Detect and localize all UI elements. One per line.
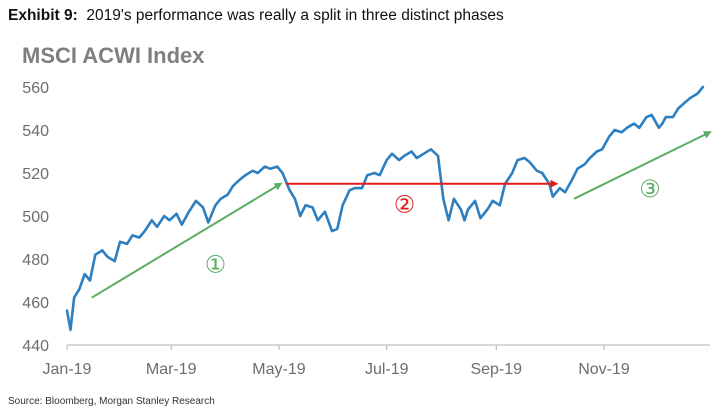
- x-tick-label: Mar-19: [146, 361, 197, 378]
- exhibit-text: 2019's performance was really a split in…: [86, 7, 504, 24]
- y-tick-label: 480: [22, 252, 49, 269]
- x-tick-label: Nov-19: [578, 361, 630, 378]
- phase-number-label: ①: [205, 250, 227, 278]
- exhibit-label: Exhibit 9:: [8, 7, 78, 24]
- phase-arrow: [91, 182, 283, 299]
- phase-number-label: ③: [639, 175, 661, 203]
- source-note: Source: Bloomberg, Morgan Stanley Resear…: [8, 396, 215, 407]
- y-tick-label: 560: [22, 80, 49, 97]
- y-axis: 440 460 480 500 520 540 560: [22, 80, 49, 355]
- x-axis: Jan-19 Mar-19 May-19 Jul-19 Sep-19 Nov-19: [43, 344, 710, 378]
- x-tick-label: Jul-19: [365, 361, 409, 378]
- index-series-line: [65, 85, 705, 332]
- phase-arrow: [573, 131, 712, 200]
- y-tick-label: 520: [22, 166, 49, 183]
- chart-title: MSCI ACWI Index: [22, 43, 205, 68]
- x-tick-label: Sep-19: [470, 361, 522, 378]
- y-tick-label: 440: [22, 338, 49, 355]
- series-layer: [65, 85, 705, 332]
- exhibit-caption: Exhibit 9: 2019's performance was really…: [8, 7, 504, 25]
- y-tick-label: 460: [22, 295, 49, 312]
- phase-number-label: ②: [394, 190, 416, 218]
- x-tick-label: Jan-19: [43, 361, 92, 378]
- annotation-layer: ① ② ③: [91, 131, 712, 299]
- y-tick-label: 500: [22, 209, 49, 226]
- y-tick-label: 540: [22, 123, 49, 140]
- x-tick-label: May-19: [252, 361, 305, 378]
